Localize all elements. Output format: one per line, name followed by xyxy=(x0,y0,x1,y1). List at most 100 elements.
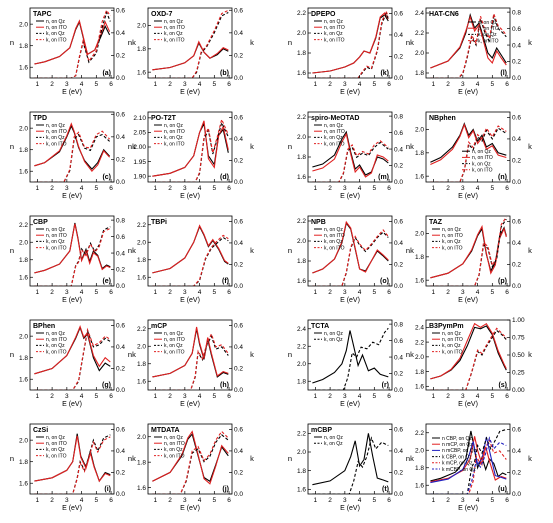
x-tick-label: 2 xyxy=(168,289,172,296)
legend-label: n, on Qz xyxy=(164,435,183,441)
y2-tick-label: 0.2 xyxy=(116,157,125,164)
series-line-k-on-ito xyxy=(152,430,229,494)
legend-label: n, on Qz xyxy=(442,227,461,233)
x-axis-label: E (eV) xyxy=(458,297,478,304)
y-tick-label: 1.90 xyxy=(133,173,146,180)
x-tick-label: 4 xyxy=(476,185,480,192)
x-tick-label: 4 xyxy=(198,393,202,400)
panel-title: TAPC xyxy=(33,11,52,18)
y-tick-label: 2.4 xyxy=(415,10,424,17)
x-tick-label: 1 xyxy=(314,81,318,88)
legend-label: n, on Qz xyxy=(478,20,497,26)
y-tick-label: 2.0 xyxy=(415,127,424,134)
panel-letter: (j) xyxy=(222,486,229,493)
x-tick-label: 4 xyxy=(358,185,362,192)
x-tick-label: 4 xyxy=(358,497,362,504)
x-tick-label: 5 xyxy=(95,289,99,296)
series-line-n_ito xyxy=(152,224,229,274)
y2-tick-label: 0.0 xyxy=(234,491,243,498)
series-line-n-on-ito xyxy=(312,132,389,178)
y-tick-label: 2.4 xyxy=(297,326,306,333)
panel-g: 1 2 3 4 5 61.61.82.00.00.20.40.6E (eV)n kBPhen… xyxy=(10,319,136,408)
legend-label: n, on ITO xyxy=(324,233,345,239)
x-tick-label: 5 xyxy=(95,393,99,400)
series-line-n-on-ito xyxy=(152,326,229,378)
legend-label: k, on ITO xyxy=(324,37,345,43)
x-tick-label: 5 xyxy=(95,81,99,88)
legend-label: k, on ITO xyxy=(46,453,67,459)
y2-axis-label: k xyxy=(250,38,254,47)
legend-label: n, on ITO xyxy=(164,129,185,135)
x-tick-label: 6 xyxy=(387,497,391,504)
x-axis-label: E (eV) xyxy=(180,89,200,96)
y-axis-label: n xyxy=(288,454,292,463)
panel-letter: (s) xyxy=(498,382,507,389)
x-tick-label: 6 xyxy=(505,497,509,504)
y-axis-label: n xyxy=(128,454,132,463)
panel-title: spiro-MeOTAD xyxy=(311,115,359,122)
y2-tick-label: 0.2 xyxy=(512,470,521,477)
legend-label: k, on ITO xyxy=(164,349,185,355)
y2-tick-label: 0.0 xyxy=(512,179,521,186)
x-tick-label: 6 xyxy=(387,393,391,400)
y2-axis-label: k xyxy=(410,350,414,359)
x-axis-label: E (eV) xyxy=(180,505,200,512)
legend-label: k, on ITO xyxy=(478,38,499,44)
panel-b: 1 2 3 4 5 61.61.82.00.00.20.40.6E (eV)n kOXD-7… xyxy=(128,7,254,96)
x-tick-label: 3 xyxy=(343,289,347,296)
panel-t: 1 2 3 4 5 61.61.82.02.20.00.20.40.6E (eV)n kmC… xyxy=(288,423,414,512)
x-tick-label: 4 xyxy=(198,185,202,192)
y-tick-label: 1.8 xyxy=(19,257,28,264)
legend-label: k, on Qz xyxy=(324,31,343,37)
x-tick-label: 5 xyxy=(491,289,495,296)
y2-tick-label: 0.4 xyxy=(234,136,243,143)
panel-letter: (f) xyxy=(222,278,229,285)
y-tick-label: 1.8 xyxy=(415,465,424,472)
x-tick-label: 4 xyxy=(476,289,480,296)
y-tick-label: 1.8 xyxy=(19,459,28,466)
y-tick-label: 2.0 xyxy=(19,21,28,28)
x-tick-label: 3 xyxy=(65,185,69,192)
y-tick-label: 2.4 xyxy=(415,325,424,332)
series-line-n-on-qz xyxy=(312,433,389,486)
y2-axis-label: k xyxy=(528,38,532,47)
y-tick-label: 1.6 xyxy=(297,278,306,285)
x-axis-label: E (eV) xyxy=(340,505,360,512)
legend-label: k, on ITO xyxy=(46,37,67,43)
series-line-k-on-ito xyxy=(430,125,507,182)
legend-label: k, on Qz xyxy=(46,135,65,141)
y2-tick-label: 0.0 xyxy=(116,491,125,498)
x-tick-label: 3 xyxy=(461,81,465,88)
y-tick-label: 1.6 xyxy=(415,482,424,489)
panel-e: 1 2 3 4 5 6 1.6 1.8 2.0 2.2 0.0 0.2 0.4 0.6 0.8 E (eV) n… xyxy=(10,215,136,304)
x-tick-label: 5 xyxy=(373,81,377,88)
y2-tick-label: 0.4 xyxy=(234,240,243,247)
y-tick-label: 1.8 xyxy=(415,150,424,157)
panel-c: 1 2 3 4 5 61.61.82.00.00.20.40.6E (eV)n kTPD(c… xyxy=(10,111,136,200)
y-tick-label: 1.8 xyxy=(297,468,306,475)
x-tick-label: 4 xyxy=(80,497,84,504)
panel-k: 1 2 3 4 5 61.61.82.02.20.00.20.40.6E (eV)n kDP… xyxy=(288,7,414,96)
x-tick-label: 1 xyxy=(36,289,40,296)
y2-axis-label: k xyxy=(410,38,414,47)
x-tick-label: 6 xyxy=(109,185,113,192)
y2-tick-label: 0.0 xyxy=(394,75,403,82)
y2-tick-label: 0.8 xyxy=(116,217,125,224)
y2-tick-label: 0.4 xyxy=(394,448,403,455)
x-tick-label: 2 xyxy=(168,497,172,504)
legend-label: n, on ITO xyxy=(46,25,67,31)
y-tick-label: 2.0 xyxy=(137,434,146,441)
x-tick-label: 5 xyxy=(213,81,217,88)
series-line-n-on-ito xyxy=(34,435,111,483)
series-line-k-on-qz xyxy=(312,141,389,182)
y-tick-label: 2.2 xyxy=(297,343,306,350)
y-axis-label: n xyxy=(128,350,132,359)
x-tick-label: 4 xyxy=(476,81,480,88)
y2-axis-label: k xyxy=(528,142,532,151)
x-tick-label: 4 xyxy=(358,393,362,400)
x-tick-label: 5 xyxy=(373,393,377,400)
x-tick-label: 2 xyxy=(50,81,54,88)
y2-tick-label: 0.4 xyxy=(234,448,243,455)
y2-tick-label: 0.6 xyxy=(116,234,125,241)
y-tick-label: 1.8 xyxy=(19,43,28,50)
